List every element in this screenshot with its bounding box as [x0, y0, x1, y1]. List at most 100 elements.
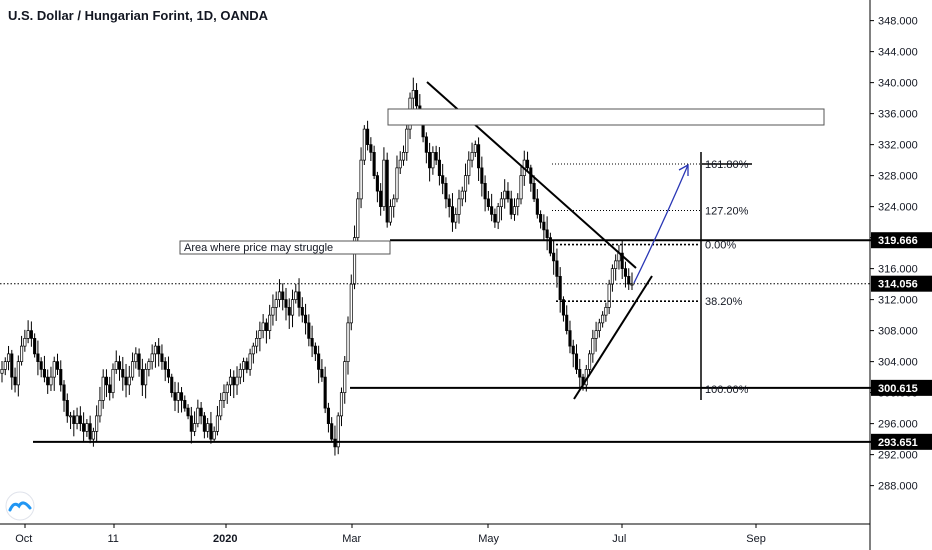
candle-body: [574, 353, 579, 370]
candle-body: [6, 353, 11, 362]
triangle-support-line: [573, 275, 653, 400]
candle-body: [359, 159, 363, 200]
candle-body: [428, 152, 432, 169]
candle-body: [121, 369, 125, 378]
candle-body: [509, 198, 513, 215]
candle-body: [588, 353, 592, 370]
candle-body: [65, 400, 69, 417]
candle-body: [525, 159, 530, 169]
fib-level-label: 161.80%: [705, 159, 749, 171]
candle-body: [411, 90, 415, 99]
candle-body: [206, 423, 210, 432]
candle-body: [284, 299, 288, 308]
candle-body: [219, 400, 223, 417]
candle-body: [519, 175, 523, 200]
candle-body: [264, 322, 268, 331]
candle-body: [594, 330, 598, 339]
tradingview-logo-icon: [5, 491, 35, 521]
price-tick-label: 324.000: [878, 202, 918, 214]
candle-body: [382, 159, 386, 207]
price-label-box: [871, 275, 932, 292]
price-label-text: 319.666: [878, 235, 918, 247]
candle-body: [313, 345, 317, 355]
candle-body: [258, 330, 262, 339]
candle-body: [385, 159, 389, 223]
candle-body: [398, 159, 402, 169]
candle-body: [72, 415, 76, 424]
struggle-area-label: Area where price may struggle: [184, 242, 333, 254]
candle-body: [346, 322, 350, 362]
candle-body: [597, 322, 601, 331]
candle-body: [304, 314, 308, 324]
candle-body: [591, 338, 595, 355]
time-tick-label: Mar: [342, 533, 361, 545]
candle-body: [140, 369, 144, 386]
candle-body: [261, 322, 265, 331]
projection-arrowhead: [678, 163, 689, 176]
candle-body: [431, 152, 435, 169]
candle-body: [388, 206, 392, 223]
candle-body: [561, 299, 566, 316]
candle-body: [183, 400, 187, 409]
candle-body: [42, 369, 46, 378]
candle-body: [395, 167, 399, 200]
price-labels: 319.666 314.056 300.615 293.651: [871, 232, 932, 450]
candle-body: [362, 128, 366, 161]
candle-body: [131, 361, 135, 378]
price-tick-label: 332.000: [878, 140, 918, 152]
candle-body: [91, 431, 95, 440]
candle-body: [333, 438, 337, 448]
price-tick-label: 336.000: [878, 109, 918, 121]
candle-body: [78, 415, 82, 424]
candle-body: [571, 345, 575, 355]
candle-body: [10, 353, 14, 378]
candle-body: [480, 167, 484, 184]
candle-body: [251, 345, 255, 355]
candle-body: [401, 152, 406, 161]
candle-body: [124, 376, 128, 386]
candle-body: [601, 314, 605, 324]
candle-body: [630, 283, 634, 286]
candle-body: [607, 283, 611, 308]
candle-body: [473, 144, 477, 153]
candle-body: [163, 361, 167, 370]
candle-body: [111, 369, 115, 393]
price-tick-label: 348.000: [878, 16, 918, 28]
candle-body: [52, 361, 56, 378]
candle-body: [447, 198, 451, 207]
candle-body: [568, 330, 572, 347]
candle-body: [137, 353, 141, 370]
candle-body: [49, 376, 53, 386]
candle-body: [153, 345, 157, 355]
candle-body: [82, 423, 86, 432]
candle-body: [39, 361, 43, 370]
candle-body: [242, 361, 246, 370]
candle-body: [20, 345, 24, 362]
candle-body: [454, 214, 458, 223]
candle-body: [375, 175, 379, 192]
time-tick-label: Jul: [612, 533, 626, 545]
candle-body: [225, 384, 229, 393]
candle-body: [13, 376, 17, 386]
chart-title: U.S. Dollar / Hungarian Forint, 1D, OAND…: [8, 8, 269, 23]
candle-body: [114, 361, 118, 370]
price-label-text: 300.615: [878, 383, 918, 395]
price-tick-label: 308.000: [878, 326, 918, 338]
projection-arrow: [633, 164, 689, 284]
candle-body: [545, 229, 549, 238]
candle-body: [405, 128, 409, 153]
price-tick-label: 304.000: [878, 357, 918, 369]
candle-body: [160, 353, 164, 362]
price-tick-label: 292.000: [878, 450, 918, 462]
candle-body: [434, 152, 438, 161]
candle-body: [555, 260, 559, 277]
candle-body: [248, 353, 252, 370]
candle-body: [98, 400, 102, 417]
fib-level-label: 127.20%: [705, 206, 749, 218]
fibonacci-levels: 161.80% 127.20% 0.00% 38.20% 100.00%: [552, 159, 752, 396]
candle-body: [460, 190, 464, 200]
candle-body: [578, 369, 582, 378]
time-tick-label: Oct: [15, 533, 32, 545]
